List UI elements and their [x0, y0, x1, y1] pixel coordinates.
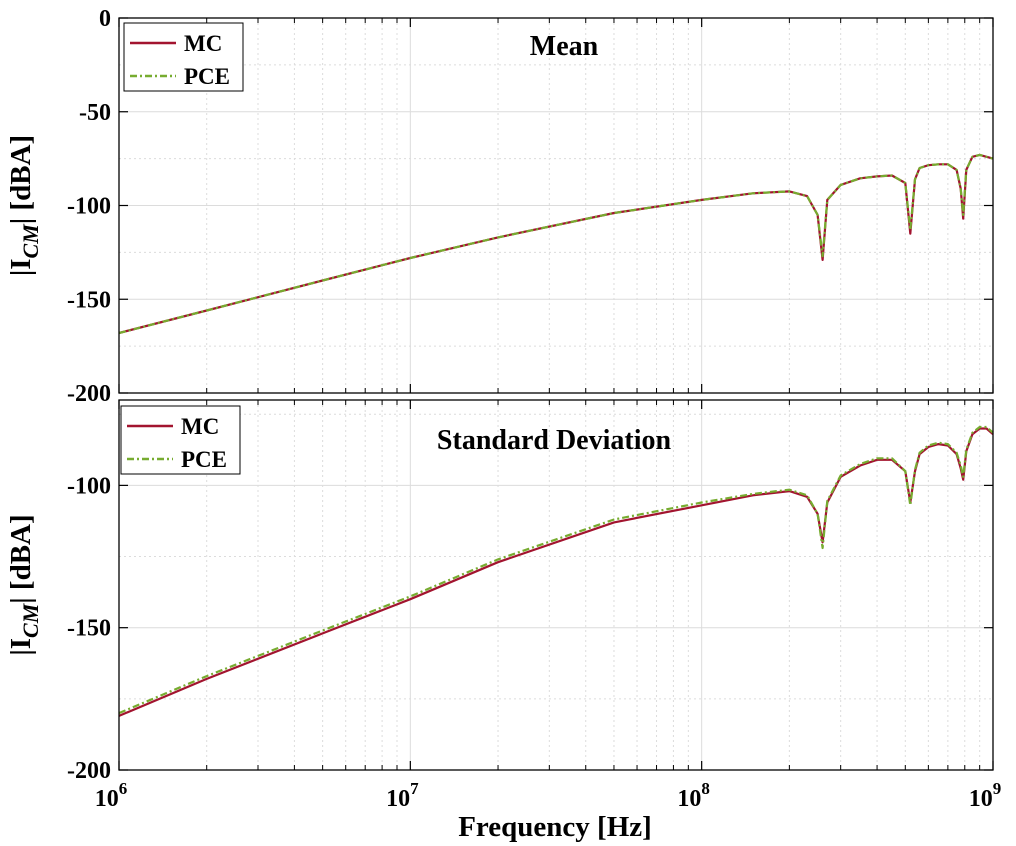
- mean-title: Mean: [530, 31, 599, 62]
- pce-legend-label: PCE: [184, 64, 230, 89]
- std-title: Standard Deviation: [437, 425, 672, 456]
- mean-grid: [118, 17, 994, 394]
- x-tick-label: 106: [95, 779, 128, 812]
- y-tick-label: -200: [67, 758, 111, 784]
- std-y-tick-labels: -100 -150 -200: [67, 473, 111, 784]
- std-y-axis-label: |ICM| [dBA]: [5, 514, 43, 655]
- std-panel: -100 -150 -200 Standard Deviation MC PCE |I…: [5, 399, 994, 784]
- y-tick-label: -150: [67, 616, 111, 642]
- pce-legend-label: PCE: [181, 447, 227, 472]
- y-tick-label: -100: [67, 473, 111, 499]
- legend-box: [120, 405, 241, 475]
- mean-ticks: [118, 17, 994, 394]
- std-ylabel-tail: | [dBA]: [5, 514, 37, 603]
- mean-y-tick-labels: 0 -50 -100 -150 -200: [67, 6, 111, 407]
- x-tick-label: 108: [677, 779, 710, 812]
- x-tick-exponent: 6: [119, 779, 128, 798]
- x-tick-base: 10: [95, 786, 119, 812]
- x-tick-labels: 106 107 108 109: [95, 779, 1002, 812]
- mc-series-line: [118, 153, 994, 335]
- x-tick-exponent: 8: [701, 779, 710, 798]
- std-ylabel-sub: CM: [18, 602, 43, 638]
- x-axis-label: Frequency [Hz]: [458, 811, 652, 843]
- mc-series-line: [118, 427, 994, 717]
- mean-y-axis-label: |ICM| [dBA]: [5, 135, 43, 276]
- mean-ylabel-tail: | [dBA]: [5, 135, 37, 224]
- y-tick-label: 0: [99, 6, 111, 32]
- y-tick-label: -50: [79, 100, 111, 126]
- x-tick-exponent: 9: [993, 779, 1002, 798]
- std-series: [118, 425, 994, 717]
- x-tick-base: 10: [969, 786, 993, 812]
- pce-series-line: [118, 153, 994, 335]
- x-tick-exponent: 7: [410, 779, 419, 798]
- y-tick-label: -100: [67, 194, 111, 220]
- std-legend: MC PCE: [120, 405, 241, 475]
- mean-ylabel-main: |I: [5, 258, 37, 276]
- mean-series: [118, 153, 994, 335]
- std-axes-frame: [118, 399, 994, 771]
- y-tick-label: -200: [67, 381, 111, 407]
- mean-legend: MC PCE: [123, 22, 244, 92]
- std-ylabel-main: |I: [5, 638, 37, 656]
- mean-ylabel-sub: CM: [18, 223, 43, 259]
- std-ticks: [118, 400, 994, 771]
- x-tick-label: 109: [969, 779, 1002, 812]
- legend-box: [123, 22, 244, 92]
- mean-panel: 0 -50 -100 -150 -200 Mean MC PCE |ICM| [dBA]: [5, 6, 994, 407]
- y-tick-label: -150: [67, 287, 111, 313]
- x-tick-base: 10: [677, 786, 701, 812]
- mc-legend-label: MC: [184, 31, 222, 56]
- x-tick-label: 107: [386, 779, 419, 812]
- pce-series-line: [118, 425, 994, 715]
- mc-legend-label: MC: [181, 414, 219, 439]
- x-tick-base: 10: [386, 786, 410, 812]
